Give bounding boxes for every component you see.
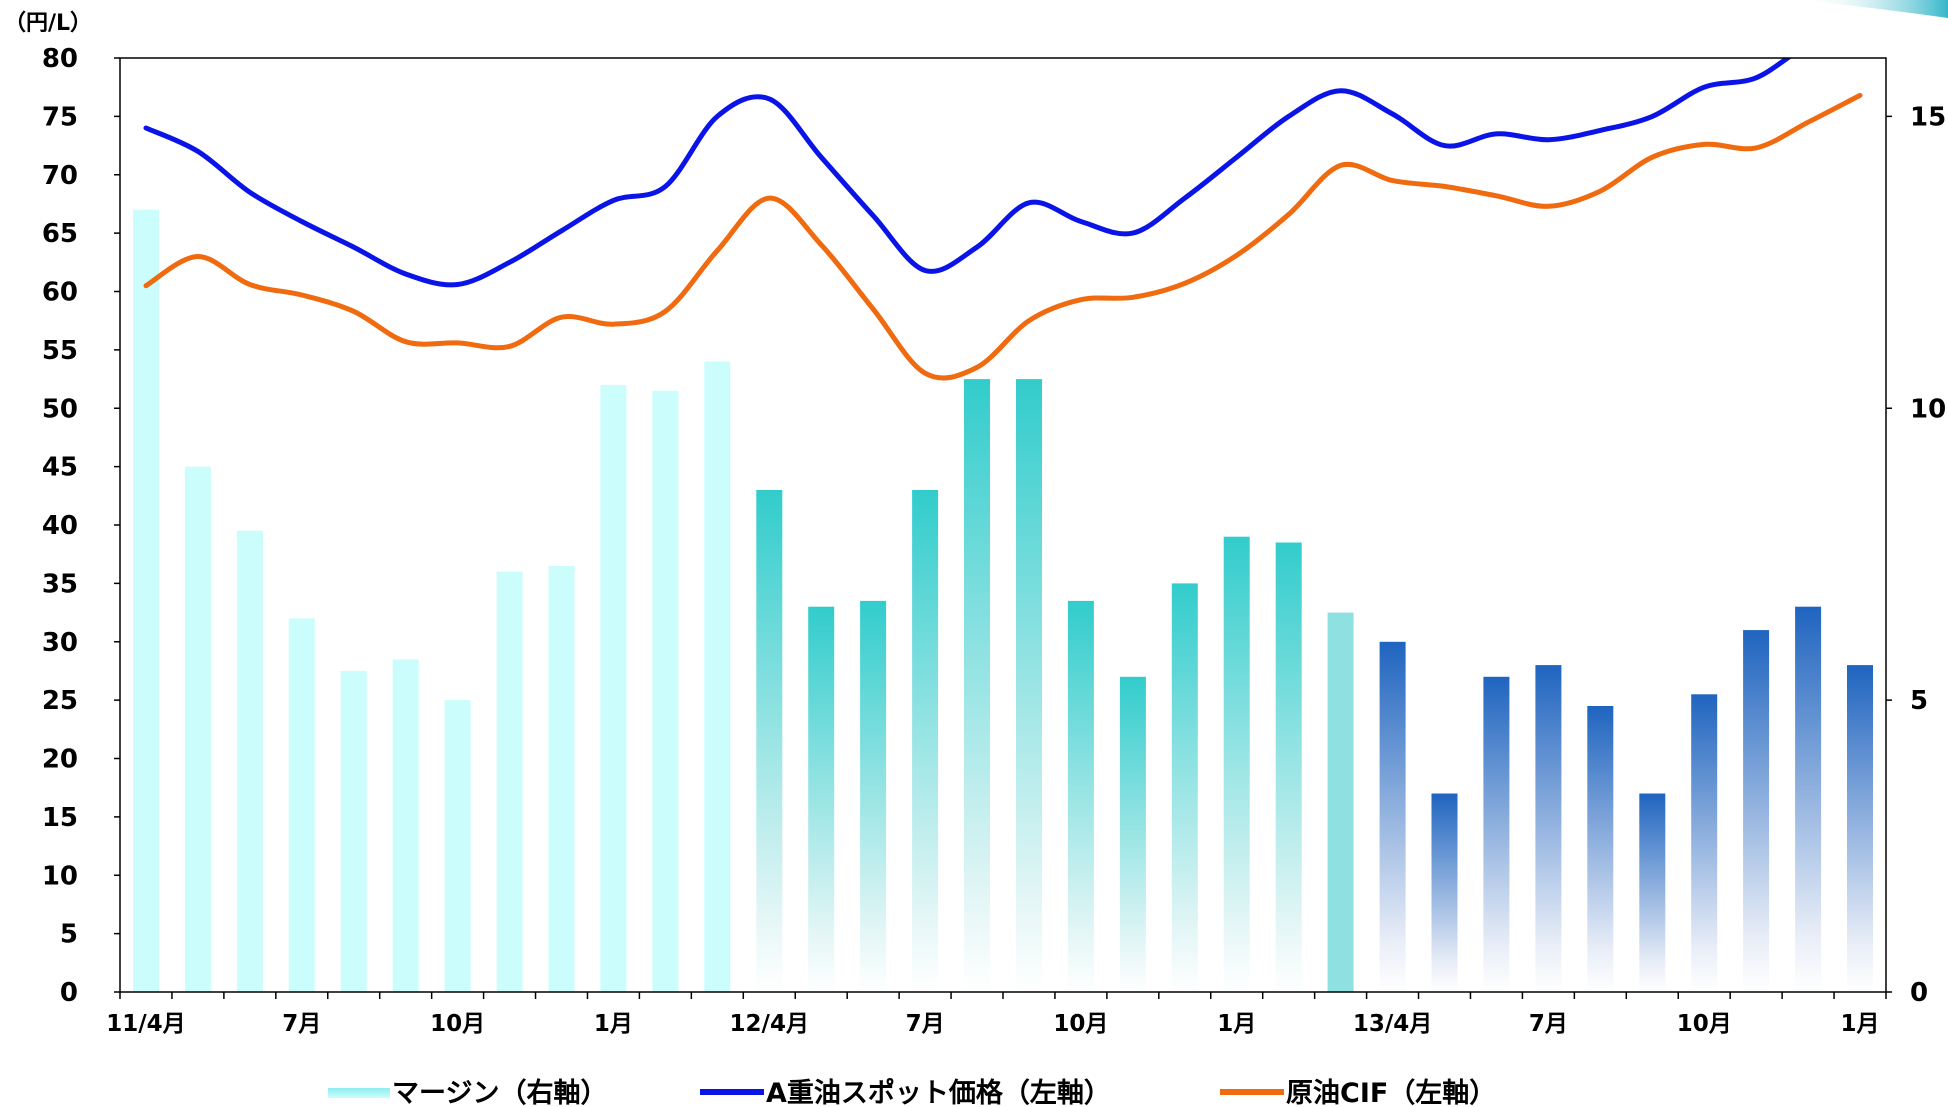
bar-margin-2012-9 [1016, 379, 1042, 993]
left-tick-label: 65 [42, 219, 78, 249]
right-axis: 0 5 10 15 [1886, 102, 1946, 1008]
bar-margin-2013-6 [1483, 676, 1510, 992]
left-tick-label: 40 [42, 511, 78, 541]
bar-margin-2011-5 [184, 466, 211, 993]
x-tick-label: 10月 [430, 1011, 485, 1037]
bar-margin-2011-4 [133, 209, 159, 993]
bar-margin-2012-4 [756, 490, 783, 992]
x-tick-label: 7月 [282, 1011, 321, 1037]
x-tick-label: 1月 [1217, 1011, 1256, 1037]
x-tick-label: 10月 [1053, 1011, 1108, 1037]
x-axis: 11/4月 7月 10月 1月 12/4月 7月 10月 1月 13/4月 7月 10月 1月 [106, 992, 1887, 1037]
left-tick-label: 25 [42, 686, 78, 716]
x-tick-label: 1月 [594, 1011, 633, 1037]
bar-margin-2011-10 [444, 700, 471, 992]
x-tick-label: 7月 [906, 1011, 945, 1037]
right-tick-label: 0 [1910, 978, 1928, 1008]
bar-margin-2012-5 [808, 606, 835, 992]
line-a-heavy-oil-spot [143, 58, 1793, 288]
legend-swatch-a-heavy-oil [700, 1089, 764, 1095]
left-tick-label: 80 [42, 44, 78, 74]
plot-frame [119, 57, 1887, 993]
legend-label-margin: マージン（右軸） [392, 1078, 607, 1107]
decorative-swoosh [1800, 0, 1948, 18]
x-tick-label: 1月 [1841, 1011, 1880, 1037]
legend-label-a-heavy-oil: A重油スポット価格（左軸） [766, 1078, 1111, 1107]
line-crude-cif [143, 92, 1863, 381]
legend-item-margin: マージン（右軸） [328, 1078, 607, 1107]
bar-margin-2012-6 [860, 600, 887, 992]
x-tick-label: 10月 [1677, 1011, 1732, 1037]
bar-margin-2011-7 [288, 618, 315, 992]
bar-margin-2013-12 [1795, 606, 1822, 992]
bar-margin-2013-9 [1639, 793, 1666, 992]
bar-margin-2012-2 [652, 390, 679, 992]
left-tick-label: 0 [60, 978, 78, 1008]
left-axis: 0 5 10 15 20 25 30 35 40 45 50 55 60 65 70 75 80 [42, 44, 120, 1008]
bar-margin-2011-11 [496, 571, 523, 992]
bar-margin-2011-6 [236, 530, 263, 992]
bar-margin-2013-7 [1535, 665, 1562, 992]
left-tick-label: 45 [42, 453, 78, 483]
x-tick-label: 13/4月 [1353, 1011, 1432, 1037]
left-tick-label: 15 [42, 803, 78, 833]
bar-margin-2013-11 [1743, 630, 1770, 992]
bar-margin-2012-1 [600, 384, 627, 992]
bar-margin-2012-11 [1119, 676, 1146, 992]
legend-item-crude-cif: 原油CIF（左軸） [1220, 1078, 1496, 1107]
legend: マージン（右軸） A重油スポット価格（左軸） 原油CIF（左軸） [328, 1078, 1496, 1107]
bar-margin-2013-3 [1327, 612, 1354, 992]
left-tick-label: 75 [42, 102, 78, 132]
x-tick-label: 11/4月 [106, 1011, 185, 1037]
left-tick-label: 20 [42, 745, 78, 775]
left-tick-label: 5 [60, 920, 78, 950]
bar-margin-2012-3 [704, 361, 731, 992]
bar-margin-2011-9 [392, 659, 419, 992]
left-tick-label: 30 [42, 628, 78, 658]
bars-group [133, 209, 1873, 993]
left-axis-unit: （円/L） [4, 11, 92, 36]
bar-margin-2011-8 [340, 670, 367, 992]
bar-margin-2013-8 [1587, 706, 1614, 992]
left-tick-label: 60 [42, 278, 78, 308]
left-tick-label: 10 [42, 861, 78, 891]
bar-margin-2013-4 [1379, 641, 1406, 993]
left-tick-label: 70 [42, 161, 78, 191]
bar-margin-2013-2 [1275, 542, 1302, 992]
left-tick-label: 35 [42, 569, 78, 599]
x-tick-label: 12/4月 [730, 1011, 809, 1037]
bar-margin-2013-10 [1691, 694, 1718, 992]
bar-margin-2013-1 [1223, 536, 1250, 992]
lines-group [143, 58, 1863, 381]
left-tick-label: 50 [42, 394, 78, 424]
legend-swatch-margin [328, 1088, 390, 1098]
right-tick-label: 10 [1910, 394, 1946, 424]
bar-margin-2011-12 [548, 565, 575, 992]
bar-margin-2012-10 [1067, 600, 1094, 992]
legend-swatch-crude-cif [1220, 1089, 1284, 1095]
legend-label-crude-cif: 原油CIF（左軸） [1286, 1078, 1496, 1107]
bar-margin-2012-7 [912, 490, 939, 992]
right-tick-label: 15 [1910, 102, 1946, 132]
bar-margin-2012-8 [964, 379, 990, 993]
left-tick-label: 55 [42, 336, 78, 366]
bar-margin-2012-12 [1171, 583, 1198, 992]
x-tick-label: 7月 [1529, 1011, 1568, 1037]
legend-item-a-heavy-oil: A重油スポット価格（左軸） [700, 1078, 1111, 1107]
bar-margin-2014-1 [1847, 665, 1873, 992]
bar-margin-2013-5 [1431, 793, 1458, 992]
right-tick-label: 5 [1910, 686, 1928, 716]
